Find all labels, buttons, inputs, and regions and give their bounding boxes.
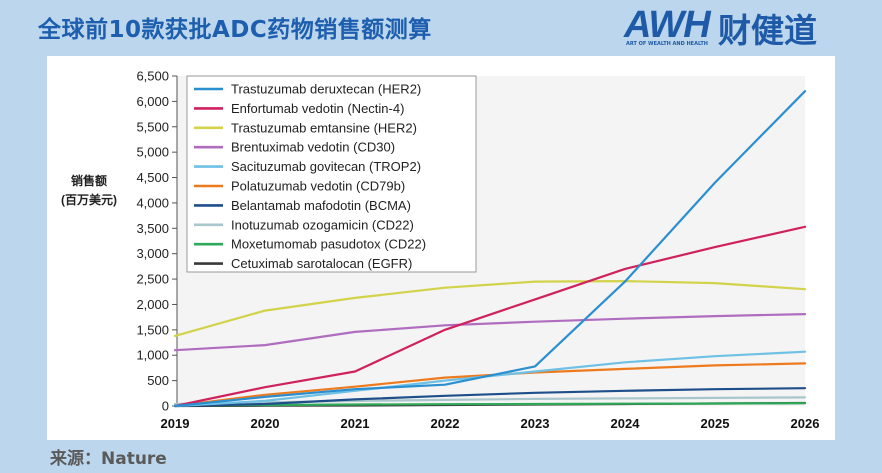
legend-label: Brentuximab vedotin (CD30) [231,140,395,155]
legend-label: Polatuzumab vedotin (CD79b) [231,179,405,194]
x-tick-label: 2020 [251,416,280,431]
series-line-8 [173,402,807,407]
series-line-3 [173,313,807,352]
y-tick-label: 500 [147,373,169,388]
series-line-0 [173,90,807,408]
x-tick-label: 2022 [431,416,460,431]
x-tick-label: 2026 [791,416,820,431]
x-axis: 2019 2020 2021 2022 2023 2024 2025 2026 [161,416,820,431]
series-lines [173,90,807,408]
legend-label: Enfortumab vedotin (Nectin-4) [231,101,404,116]
brand-logo: AWH 财健道 ART OF WEALTH AND HEALTH [624,4,836,50]
y-axis-title-line-2: (百万美元) [61,192,117,207]
legend-label: Inotuzumab ozogamicin (CD22) [231,217,414,232]
y-tick-label: 2,000 [136,297,169,312]
series-line-1 [173,225,807,408]
x-tick-label: 2023 [521,416,550,431]
y-tick-label: 4,500 [136,170,169,185]
brand-subtitle: ART OF WEALTH AND HEALTH [626,41,708,47]
y-axis-title-line-1: 销售额 [71,173,107,188]
x-tick-label: 2019 [161,416,190,431]
y-tick-label: 1,000 [136,348,169,363]
x-tick-label: 2021 [341,416,370,431]
legend-label: Moxetumomab pasudotox (CD22) [231,237,426,252]
y-tick-label: 1,500 [136,322,169,337]
legend-label: Trastuzumab deruxtecan (HER2) [231,82,421,97]
brand-name: 财健道 [718,11,817,50]
y-tick-label: 6,500 [136,69,169,84]
source-note: 来源：Nature [50,449,167,469]
y-tick-label: 5,500 [136,119,169,134]
y-tick-label: 5,000 [136,145,169,160]
y-tick-label: 6,000 [136,94,169,109]
x-tick-label: 2025 [701,416,730,431]
series-line-2 [173,280,807,337]
brand-mark: AWH [624,4,711,46]
chart-legend: Trastuzumab deruxtecan (HER2) Enfortumab … [186,75,477,273]
y-axis-title: 销售额 (百万美元) [61,173,117,207]
legend-label: Sacituzumab govitecan (TROP2) [231,159,421,174]
legend-label: Trastuzumab emtansine (HER2) [231,120,417,135]
legend-label: Cetuximab sarotalocan (EGFR) [231,256,412,271]
legend-box [186,75,477,273]
y-axis: 0 500 1,000 1,500 2,000 2,500 3,000 3,500 4,000 4… [136,69,178,414]
y-tick-label: 0 [162,399,169,414]
x-tick-label: 2024 [611,416,641,431]
series-line-6 [173,387,807,408]
chart-panel: 0 500 1,000 1,500 2,000 2,500 3,000 3,500 4,000 4… [47,56,835,440]
y-tick-label: 2,500 [136,272,169,287]
y-tick-label: 3,500 [136,221,169,236]
page-title: 全球前10款获批ADC药物销售额测算 [38,17,432,43]
y-tick-label: 3,000 [136,246,169,261]
sales-line-chart: 0 500 1,000 1,500 2,000 2,500 3,000 3,500 4,000 4… [61,69,820,432]
y-tick-label: 4,000 [136,195,169,210]
legend-label: Belantamab mafodotin (BCMA) [231,198,411,213]
